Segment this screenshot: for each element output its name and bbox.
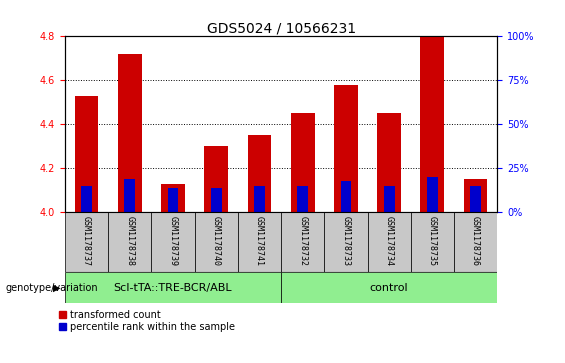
Text: GSM1178736: GSM1178736 (471, 216, 480, 266)
Bar (420, 36, 444, 212)
Text: ▶: ▶ (53, 283, 60, 293)
Bar (108, 212, 151, 272)
Bar (341, 181, 351, 212)
Text: GSM1178737: GSM1178737 (82, 216, 91, 266)
Text: GSM1178740: GSM1178740 (212, 216, 221, 266)
Text: GSM1178733: GSM1178733 (341, 216, 350, 266)
Bar (464, 179, 488, 212)
Bar (205, 146, 228, 212)
Text: GSM1178738: GSM1178738 (125, 216, 134, 266)
Bar (377, 113, 401, 212)
Bar (470, 186, 481, 212)
Bar (211, 188, 221, 212)
Bar (151, 212, 194, 272)
Text: GSM1178732: GSM1178732 (298, 216, 307, 266)
Bar (247, 135, 271, 212)
Text: genotype/variation: genotype/variation (6, 283, 98, 293)
Bar (168, 188, 179, 212)
Bar (291, 113, 315, 212)
Bar (324, 212, 368, 272)
Text: GSM1178739: GSM1178739 (168, 216, 177, 266)
Bar (194, 212, 238, 272)
Bar (75, 96, 98, 212)
Bar (367, 212, 411, 272)
Legend: transformed count, percentile rank within the sample: transformed count, percentile rank withi… (59, 310, 235, 332)
Bar (161, 184, 185, 212)
Text: control: control (370, 283, 408, 293)
Text: GSM1178735: GSM1178735 (428, 216, 437, 266)
Text: GSM1178734: GSM1178734 (385, 216, 394, 266)
Bar (454, 212, 497, 272)
Bar (411, 212, 454, 272)
Text: ScI-tTA::TRE-BCR/ABL: ScI-tTA::TRE-BCR/ABL (114, 283, 232, 293)
Bar (65, 272, 281, 303)
Bar (65, 212, 108, 272)
Bar (118, 54, 142, 212)
Text: GSM1178741: GSM1178741 (255, 216, 264, 266)
Bar (254, 186, 265, 212)
Bar (81, 186, 92, 212)
Bar (334, 85, 358, 212)
Bar (281, 272, 497, 303)
Bar (427, 177, 438, 212)
Bar (297, 186, 308, 212)
Bar (281, 212, 324, 272)
Title: GDS5024 / 10566231: GDS5024 / 10566231 (207, 21, 355, 35)
Bar (124, 179, 135, 212)
Bar (384, 186, 394, 212)
Bar (238, 212, 281, 272)
